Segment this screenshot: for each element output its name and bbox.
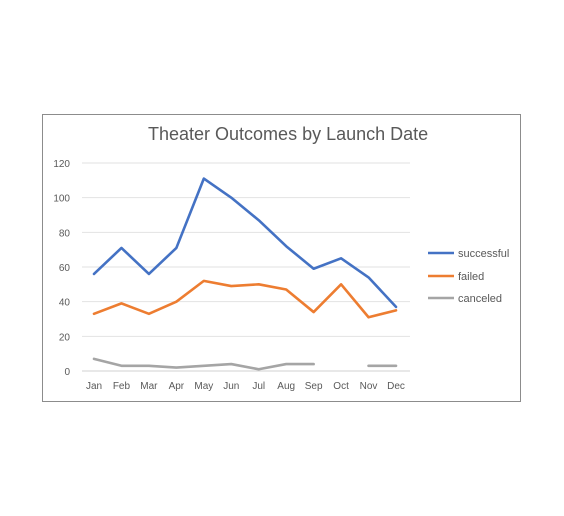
x-tick-label: Sep [305, 381, 323, 392]
x-tick-label: Oct [333, 381, 349, 392]
legend: successful failed canceled [428, 248, 509, 305]
chart-area [42, 114, 521, 402]
gridlines [82, 162, 410, 372]
series-line-successful [92, 177, 398, 309]
x-tick-label: Aug [277, 381, 295, 392]
x-tick-label: Jul [252, 381, 265, 392]
chart-title: Theater Outcomes by Launch Date [148, 124, 429, 144]
legend-label-failed: failed [458, 271, 484, 283]
series-line-canceled [92, 357, 315, 371]
x-tick-label: Nov [360, 381, 378, 392]
x-tick-label: Jan [86, 381, 102, 392]
y-tick-label: 80 [59, 228, 71, 239]
legend-label-canceled: canceled [458, 293, 502, 305]
y-tick-label: 100 [53, 194, 70, 205]
x-tick-label: Mar [140, 381, 158, 392]
x-tick-label: Dec [387, 381, 405, 392]
y-tick-label: 60 [59, 263, 71, 274]
x-tick-label: Feb [113, 381, 131, 392]
y-tick-label: 40 [59, 298, 71, 309]
series-line-failed [92, 279, 398, 319]
x-tick-label: Apr [169, 381, 185, 392]
x-axis-ticks: Jan Feb Mar Apr May Jun Jul Aug Sep Oct Nov Dec [86, 381, 405, 392]
x-tick-label: Jun [223, 381, 239, 392]
series-lines [92, 177, 398, 371]
y-tick-label: 20 [59, 332, 71, 343]
x-tick-label: May [194, 381, 213, 392]
y-tick-label: 0 [64, 367, 70, 378]
y-tick-label: 120 [53, 159, 70, 170]
y-axis-ticks: 0 20 40 60 80 100 120 [53, 159, 70, 378]
legend-label-successful: successful [458, 248, 509, 260]
